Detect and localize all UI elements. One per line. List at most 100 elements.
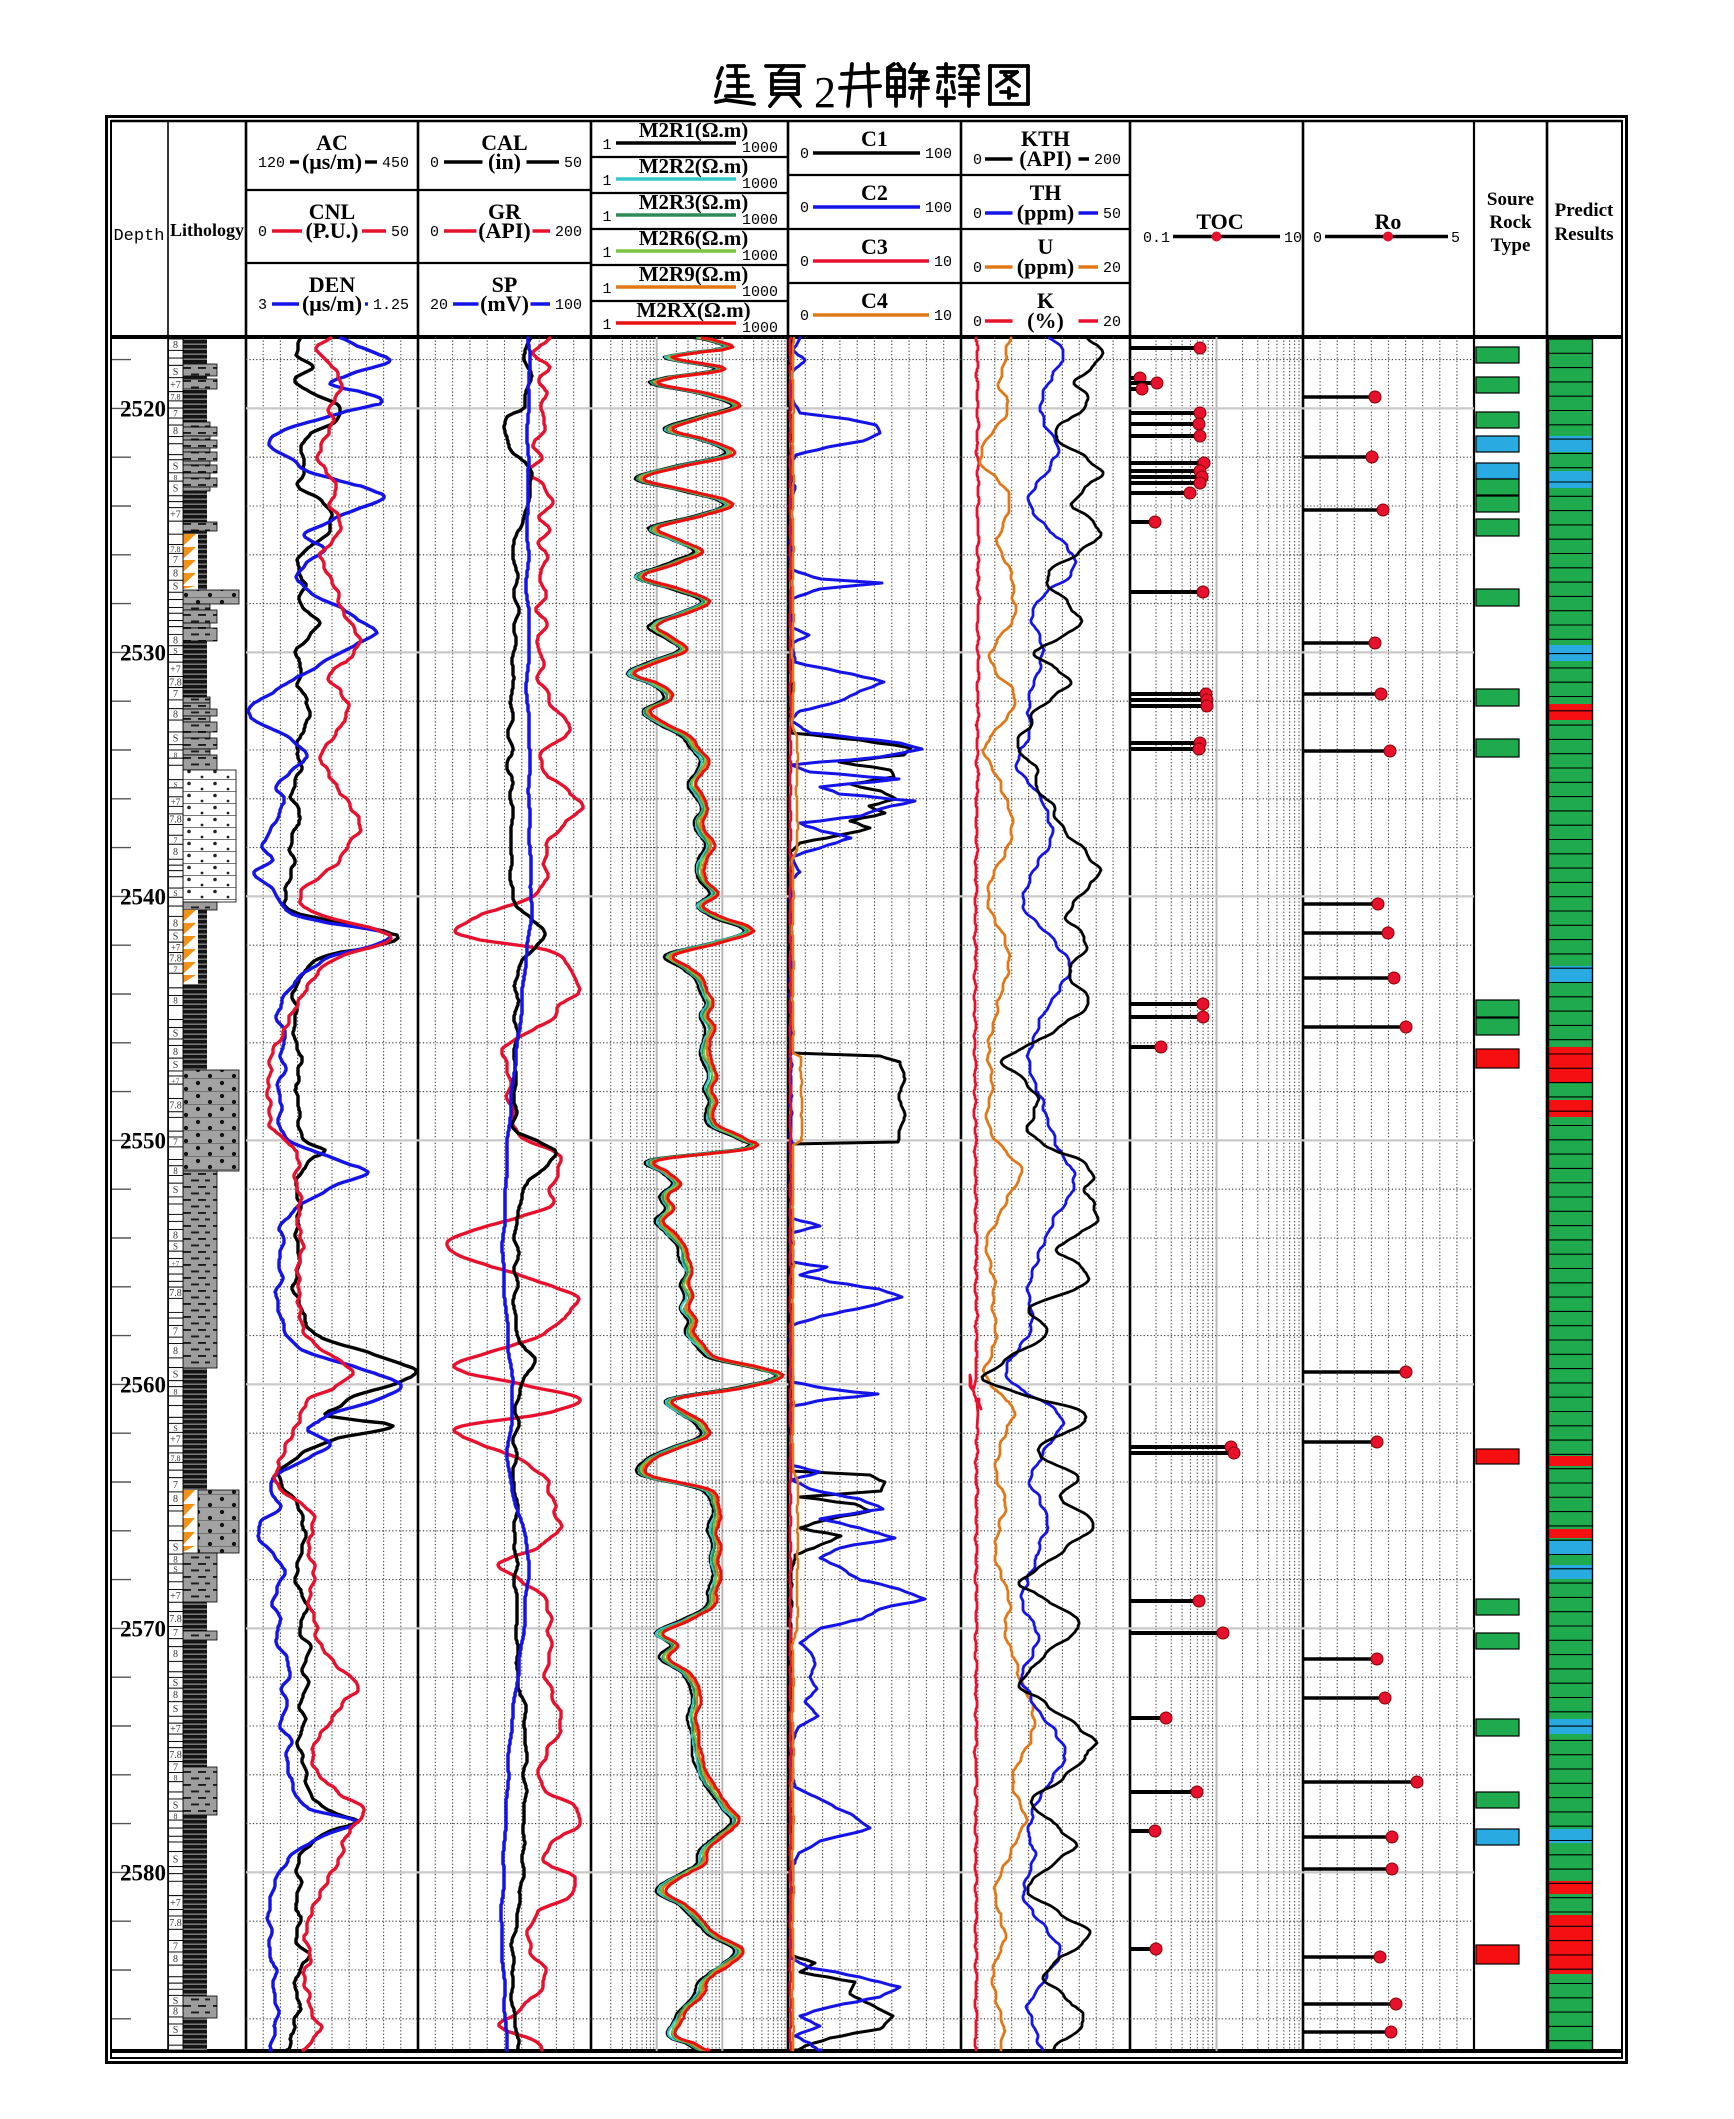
svg-text:0: 0 (973, 152, 982, 169)
svg-text:+7: +7 (170, 665, 181, 676)
svg-text:M2R9(Ω.m): M2R9(Ω.m) (639, 262, 749, 286)
svg-text:7: 7 (173, 555, 178, 566)
svg-text:+7: +7 (171, 797, 181, 807)
svg-text:Rock: Rock (1489, 212, 1532, 233)
svg-text:7: 7 (173, 1137, 178, 1147)
svg-text:M2R2(Ω.m): M2R2(Ω.m) (639, 154, 749, 178)
svg-text:100: 100 (925, 146, 952, 163)
svg-text:KTH: KTH (1021, 126, 1070, 151)
svg-text:1000: 1000 (742, 140, 778, 157)
svg-text:+7: +7 (170, 1724, 181, 1735)
svg-text:(mV): (mV) (480, 291, 529, 316)
svg-text:8: 8 (173, 1954, 178, 1965)
svg-text:8: 8 (173, 1346, 178, 1357)
svg-text:5: 5 (1451, 230, 1460, 247)
svg-text:Predict: Predict (1555, 200, 1614, 221)
svg-text:7: 7 (174, 965, 178, 974)
svg-text:1: 1 (602, 281, 611, 298)
svg-text:(API): (API) (1019, 146, 1072, 171)
svg-text:S: S (173, 367, 179, 378)
svg-text:+7: +7 (172, 1260, 180, 1268)
svg-text:1000: 1000 (742, 176, 778, 193)
svg-text:50: 50 (564, 155, 582, 172)
svg-text:2: 2 (814, 68, 836, 117)
svg-text:7: 7 (174, 836, 178, 845)
svg-text:1: 1 (602, 317, 611, 334)
svg-text:8: 8 (173, 1047, 178, 1058)
svg-text:(%): (%) (1027, 308, 1064, 333)
svg-text:8: 8 (173, 569, 178, 580)
svg-text:SP: SP (492, 272, 518, 297)
svg-text:Depth: Depth (113, 227, 164, 246)
svg-text:S: S (173, 931, 179, 942)
svg-text:3: 3 (258, 297, 267, 314)
svg-text:+7: +7 (170, 1434, 181, 1445)
svg-text:7: 7 (173, 1762, 178, 1773)
svg-text:M2RX(Ω.m): M2RX(Ω.m) (636, 298, 750, 322)
svg-text:+7: +7 (170, 380, 181, 391)
svg-text:S: S (173, 646, 177, 655)
svg-text:7.8: 7.8 (169, 1918, 182, 1929)
svg-text:20: 20 (1103, 260, 1121, 277)
svg-text:0: 0 (800, 146, 809, 163)
svg-text:1000: 1000 (742, 320, 778, 337)
svg-text:7: 7 (173, 1628, 178, 1639)
svg-text:20: 20 (1103, 314, 1121, 331)
svg-text:M2R6(Ω.m): M2R6(Ω.m) (639, 226, 749, 250)
svg-text:7: 7 (173, 1942, 178, 1953)
svg-text:0.1: 0.1 (1143, 230, 1170, 247)
svg-text:2570: 2570 (120, 1616, 166, 1641)
svg-text:K: K (1037, 288, 1054, 313)
svg-text:10: 10 (934, 308, 952, 325)
svg-text:7.8: 7.8 (169, 954, 182, 965)
svg-text:0: 0 (800, 308, 809, 325)
svg-text:7.8: 7.8 (169, 1100, 182, 1111)
svg-text:8: 8 (173, 1649, 178, 1660)
svg-text:DEN: DEN (309, 272, 356, 297)
svg-text:50: 50 (391, 224, 409, 241)
svg-text:S: S (173, 1185, 179, 1196)
svg-text:U: U (1038, 234, 1054, 259)
svg-text:Soure: Soure (1487, 189, 1534, 210)
svg-text:+7: +7 (170, 1898, 181, 1909)
svg-text:(ppm): (ppm) (1017, 254, 1074, 279)
svg-text:2530: 2530 (120, 640, 166, 665)
svg-text:Results: Results (1554, 224, 1613, 245)
svg-text:(in): (in) (488, 149, 521, 174)
svg-text:200: 200 (1094, 152, 1121, 169)
svg-text:0: 0 (973, 314, 982, 331)
svg-text:S: S (173, 1800, 179, 1811)
svg-text:8: 8 (174, 1388, 178, 1397)
svg-text:100: 100 (925, 200, 952, 217)
svg-text:S: S (173, 582, 179, 593)
svg-text:TH: TH (1030, 180, 1062, 205)
svg-text:C4: C4 (861, 288, 888, 313)
svg-text:+7: +7 (170, 1591, 181, 1602)
svg-text:0: 0 (258, 224, 267, 241)
svg-text:C2: C2 (861, 180, 888, 205)
svg-text:1: 1 (602, 173, 611, 190)
svg-text:S: S (173, 1565, 177, 1574)
svg-text:8: 8 (173, 1231, 178, 1242)
svg-text:S: S (173, 1029, 179, 1040)
svg-text:(μs/m): (μs/m) (302, 149, 362, 174)
svg-text:S: S (174, 781, 178, 789)
svg-text:8: 8 (173, 635, 178, 646)
svg-text:7.8: 7.8 (169, 1750, 182, 1761)
svg-text:Type: Type (1491, 235, 1531, 256)
svg-text:8: 8 (173, 1690, 178, 1701)
svg-text:7: 7 (173, 1327, 178, 1338)
svg-text:8: 8 (173, 847, 178, 858)
svg-text:S: S (173, 1854, 179, 1865)
svg-text:8: 8 (173, 710, 178, 721)
svg-text:TOC: TOC (1196, 209, 1243, 234)
svg-text:S: S (173, 1996, 179, 2007)
svg-text:2550: 2550 (120, 1128, 166, 1153)
svg-text:0: 0 (973, 206, 982, 223)
svg-text:7.8: 7.8 (171, 393, 181, 402)
svg-text:7.8: 7.8 (171, 1454, 181, 1463)
svg-text:1000: 1000 (742, 284, 778, 301)
svg-text:8: 8 (173, 1166, 178, 1176)
svg-text:0: 0 (430, 155, 439, 172)
svg-text:(P.U.): (P.U.) (306, 218, 359, 243)
